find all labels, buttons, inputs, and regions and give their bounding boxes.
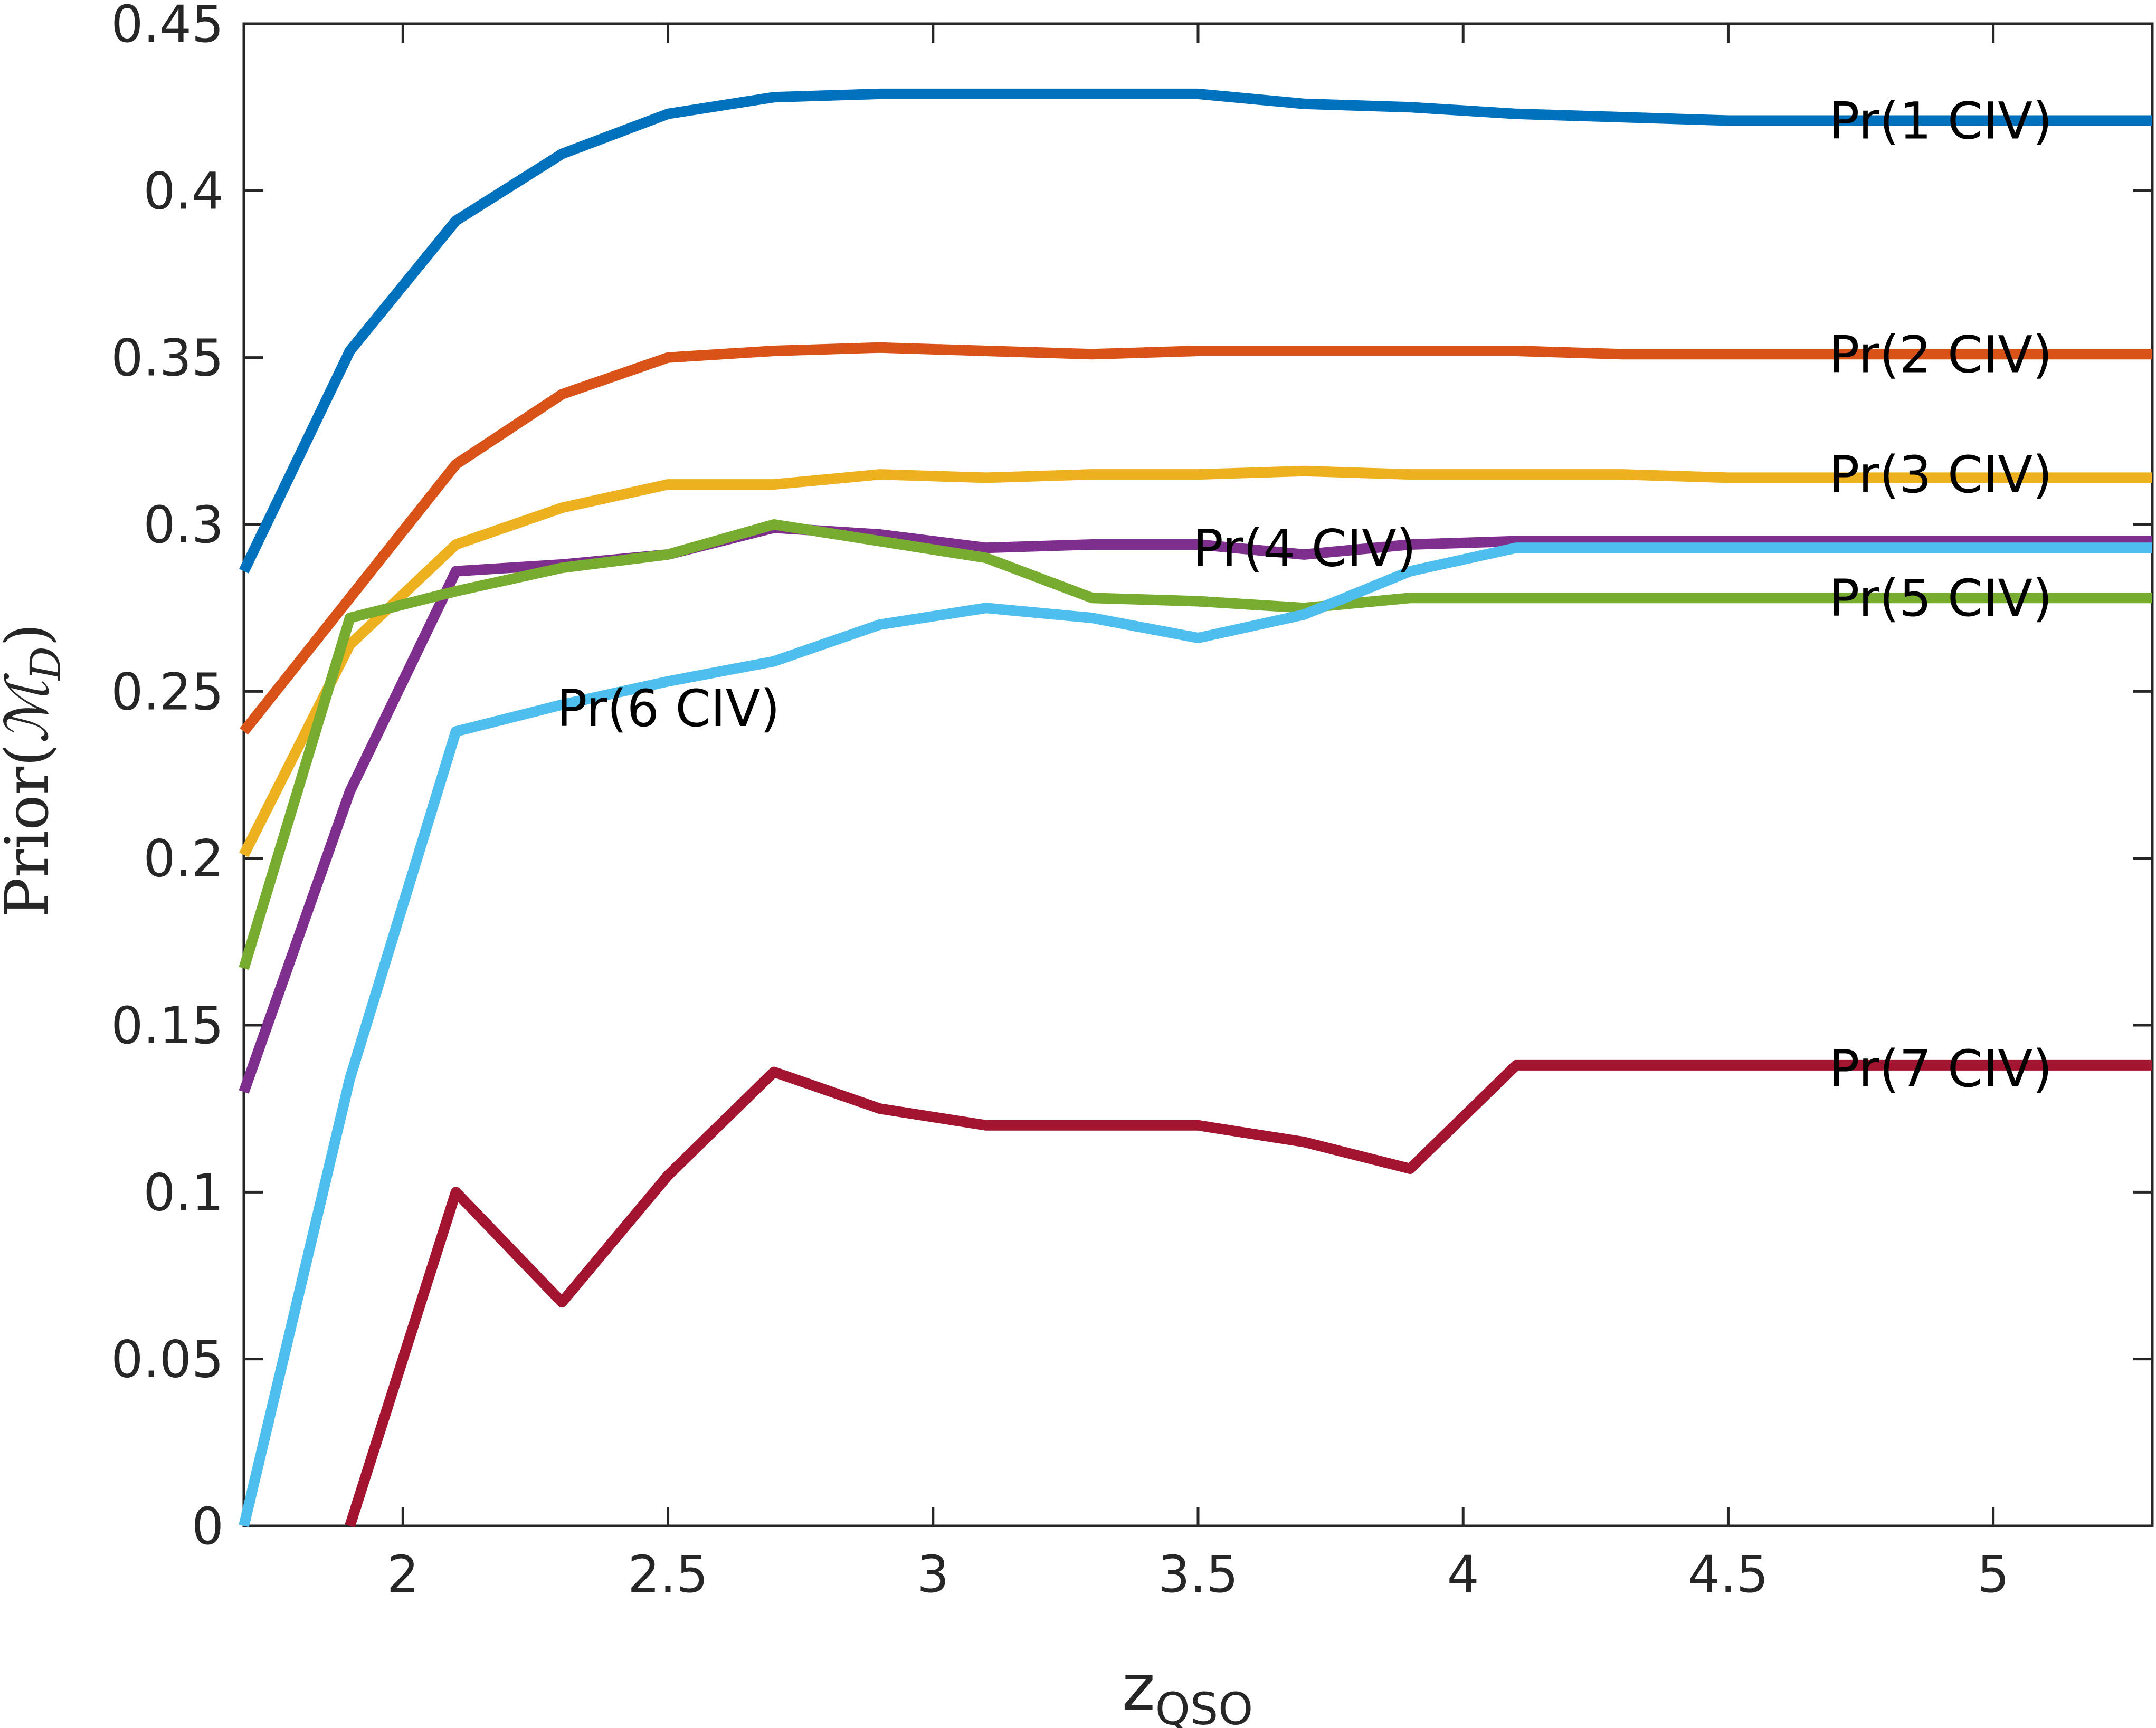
- y-tick-label: 0.1: [143, 1163, 224, 1222]
- x-tick-label: 2: [387, 1545, 419, 1604]
- axis-tick-labels: 2 2.5 3 3.5 4 4.5 5 0 0.05 0.1 0.15 0.2 0.25 0.3 0.35 0…: [111, 0, 2009, 1604]
- series-label-6: Pr(6 CIV): [557, 679, 780, 738]
- y-tick-label: 0.05: [111, 1330, 224, 1389]
- y-tick-label: 0.2: [143, 829, 224, 889]
- series-label-1: Pr(1 CIV): [1829, 91, 2052, 150]
- x-tick-label: 5: [1977, 1545, 2009, 1604]
- x-tick-label: 4.5: [1688, 1545, 1769, 1604]
- axis-ticks: [244, 22, 2152, 1527]
- series-label-7: Pr(7 CIV): [1829, 1039, 2052, 1099]
- series-line-6: [239, 542, 2152, 1527]
- series-label-4: Pr(4 CIV): [1193, 519, 1416, 578]
- y-axis-title: Prior(ℳD): [0, 624, 70, 918]
- x-tick-label: 4: [1447, 1545, 1479, 1604]
- x-tick-label: 2.5: [628, 1545, 708, 1604]
- series-line-1: [239, 88, 2152, 574]
- y-tick-label: 0.35: [111, 329, 224, 388]
- y-tick-label: 0.25: [111, 662, 224, 721]
- series-line-5: [239, 519, 2152, 970]
- y-tick-label: 0.3: [143, 495, 224, 555]
- series-lines: [239, 88, 2152, 1528]
- series-line-3: [239, 465, 2152, 857]
- x-tick-label: 3: [917, 1545, 949, 1604]
- series-annotations: Pr(1 CIV) Pr(2 CIV) Pr(3 CIV) Pr(4 CIV) Pr(5…: [557, 91, 2053, 1099]
- x-axis-title: zQSO: [1122, 1651, 1253, 1728]
- series-label-2: Pr(2 CIV): [1829, 325, 2052, 384]
- y-tick-label: 0.15: [111, 996, 224, 1055]
- series-label-3: Pr(3 CIV): [1829, 445, 2052, 504]
- y-tick-label: 0: [192, 1497, 224, 1556]
- series-label-5: Pr(5 CIV): [1829, 569, 2052, 628]
- y-tick-label: 0.45: [111, 0, 224, 54]
- x-tick-label: 3.5: [1158, 1545, 1239, 1604]
- series-line-7: [345, 1059, 2152, 1528]
- series-line-2: [240, 342, 2152, 735]
- y-tick-label: 0.4: [143, 161, 224, 221]
